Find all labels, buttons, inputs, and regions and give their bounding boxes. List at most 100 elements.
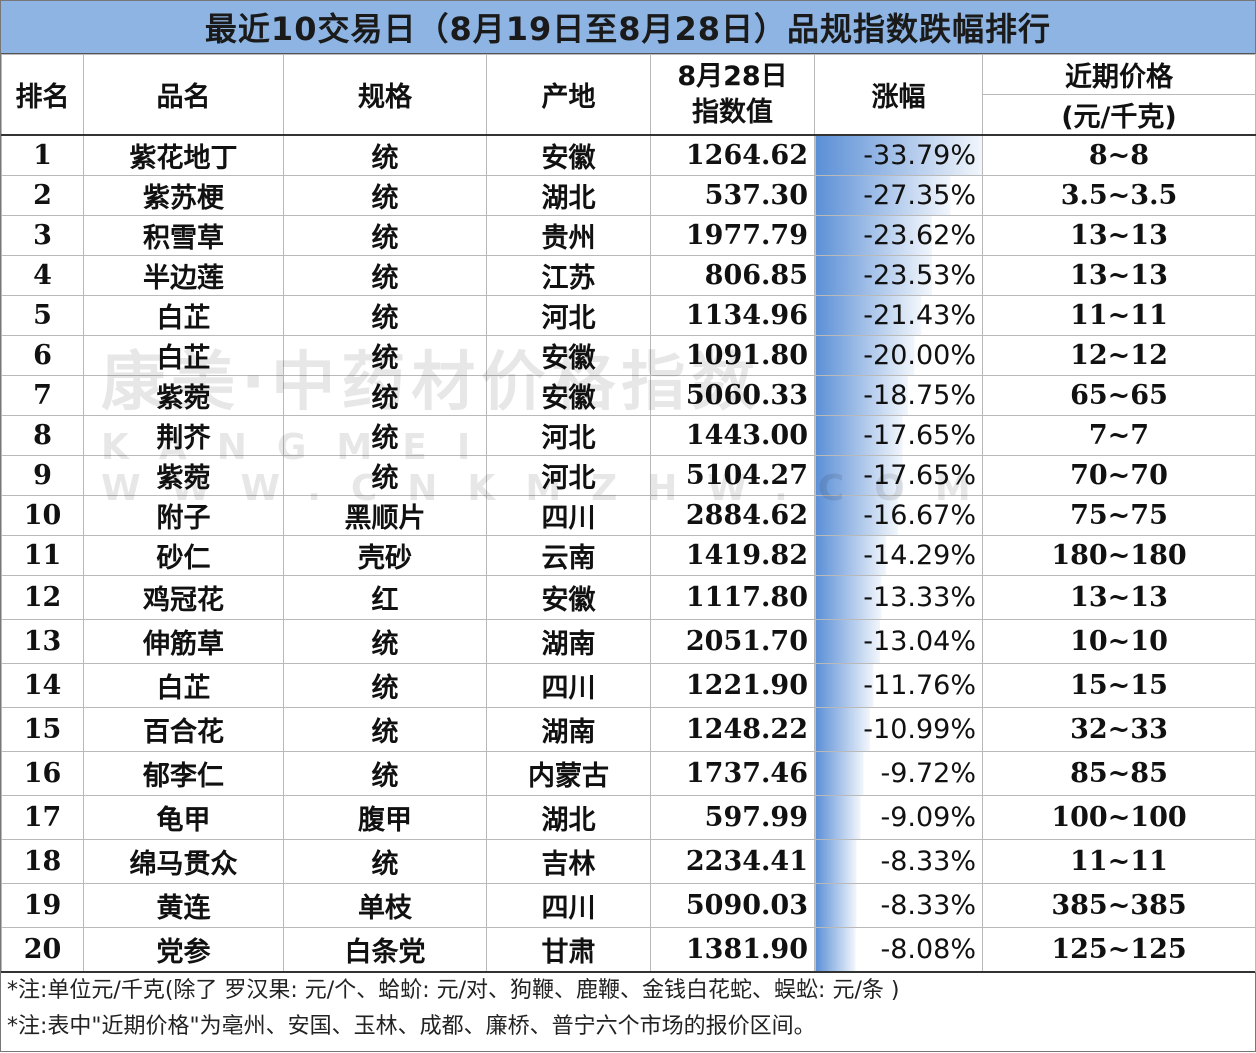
cell-rank: 5 [1,295,84,336]
cell-index: 1737.46 [650,751,815,796]
cell-price: 13~13 [982,215,1256,256]
cell-origin: 河北 [486,295,651,336]
cell-spec: 统 [283,707,487,752]
cell-index: 2234.41 [650,839,815,884]
cell-spec: 单枝 [283,883,487,928]
header-origin: 产地 [486,54,651,136]
cell-origin: 甘肃 [486,927,651,972]
cell-index: 806.85 [650,255,815,296]
cell-spec: 红 [283,575,487,620]
cell-name: 积雪草 [83,215,284,256]
cell-name: 附子 [83,495,284,536]
table-row: 6 白芷统安徽 1091.80 -20.00% 12~12 [1,335,1256,376]
cell-change: -14.29% [814,535,983,576]
table-row: 17 龟甲 腹甲 湖北 597.99 -9.09% 100~100 [1,795,1256,840]
cell-name: 鸡冠花 [83,575,284,620]
cell-price: 15~15 [982,663,1256,708]
cell-price: 13~13 [982,255,1256,296]
cell-name: 伸筋草 [83,619,284,664]
cell-origin: 贵州 [486,215,651,256]
cell-price: 70~70 [982,455,1256,496]
note-units: *注:单位元/千克(除了 罗汉果: 元/个、蛤蚧: 元/对、狗鞭、鹿鞭、金钱白花… [7,978,900,1003]
cell-rank: 19 [1,883,84,928]
cell-rank: 15 [1,707,84,752]
cell-price: 100~100 [982,795,1256,840]
cell-index: 1134.96 [650,295,815,336]
cell-price: 11~11 [982,839,1256,884]
cell-change: -8.33% [814,839,983,884]
table-row: 10 附子 黑顺片 四川 2884.62 -16.67% 75~75 [1,495,1256,536]
cell-spec: 统 [283,255,487,296]
cell-index: 1264.62 [650,134,815,176]
cell-index: 5060.33 [650,375,815,416]
cell-spec: 统 [283,663,487,708]
table-row: 11 砂仁 壳砂 云南 1419.82 -14.29% 180~180 [1,535,1256,576]
cell-rank: 14 [1,663,84,708]
cell-price: 11~11 [982,295,1256,336]
cell-index: 1248.22 [650,707,815,752]
cell-name: 百合花 [83,707,284,752]
cell-name: 紫菀 [83,375,284,416]
cell-rank: 11 [1,535,84,576]
cell-spec: 统 [283,375,487,416]
cell-spec: 统 [283,335,487,376]
cell-name: 紫花地丁 [83,134,284,176]
cell-origin: 河北 [486,455,651,496]
notes-section: *注:单位元/千克(除了 罗汉果: 元/个、蛤蚧: 元/对、狗鞭、鹿鞭、金钱白花… [1,971,1255,1053]
cell-origin: 吉林 [486,839,651,884]
table-row: 16 郁李仁统内蒙古 1737.46 -9.72% 85~85 [1,751,1256,796]
cell-name: 白芷 [83,335,284,376]
cell-spec: 统 [283,415,487,456]
cell-change: -9.72% [814,751,983,796]
cell-name: 紫菀 [83,455,284,496]
cell-index: 1443.00 [650,415,815,456]
cell-index: 5090.03 [650,883,815,928]
cell-index: 1381.90 [650,927,815,972]
cell-change: -17.65% [814,415,983,456]
cell-name: 黄连 [83,883,284,928]
cell-rank: 13 [1,619,84,664]
cell-spec: 统 [283,215,487,256]
cell-origin: 湖北 [486,795,651,840]
table-row: 7 紫菀统安徽 5060.33 -18.75% 65~65 [1,375,1256,416]
cell-change: -23.53% [814,255,983,296]
table-row: 1 紫花地丁统安徽 1264.62 -33.79% 8~8 [1,134,1256,176]
cell-rank: 20 [1,927,84,972]
header-price-line2: (元/千克) [982,94,1256,136]
cell-spec: 黑顺片 [283,495,487,536]
cell-rank: 3 [1,215,84,256]
cell-price: 85~85 [982,751,1256,796]
cell-change: -27.35% [814,175,983,216]
table-row: 13 伸筋草统湖南 2051.70 -13.04% 10~10 [1,619,1256,664]
cell-name: 党参 [83,927,284,972]
cell-index: 537.30 [650,175,815,216]
cell-spec: 统 [283,295,487,336]
cell-spec: 统 [283,455,487,496]
cell-origin: 四川 [486,883,651,928]
cell-index: 597.99 [650,795,815,840]
table-row: 5 白芷统河北 1134.96 -21.43% 11~11 [1,295,1256,336]
cell-spec: 统 [283,134,487,176]
cell-change: -8.33% [814,883,983,928]
cell-index: 1419.82 [650,535,815,576]
cell-price: 75~75 [982,495,1256,536]
cell-change: -18.75% [814,375,983,416]
cell-price: 7~7 [982,415,1256,456]
cell-spec: 统 [283,619,487,664]
cell-index: 5104.27 [650,455,815,496]
table-row: 14 白芷统四川 1221.90 -11.76% 15~15 [1,663,1256,708]
cell-rank: 18 [1,839,84,884]
header-index: 8月28日 指数值 [650,54,815,136]
cell-name: 龟甲 [83,795,284,840]
cell-origin: 安徽 [486,575,651,620]
cell-rank: 7 [1,375,84,416]
cell-rank: 12 [1,575,84,620]
cell-change: -8.08% [814,927,983,972]
table-row: 3 积雪草统贵州 1977.79 -23.62% 13~13 [1,215,1256,256]
cell-rank: 4 [1,255,84,296]
cell-change: -16.67% [814,495,983,536]
cell-price: 10~10 [982,619,1256,664]
cell-rank: 6 [1,335,84,376]
table-row: 8 荆芥统河北 1443.00 -17.65% 7~7 [1,415,1256,456]
cell-rank: 1 [1,134,84,176]
